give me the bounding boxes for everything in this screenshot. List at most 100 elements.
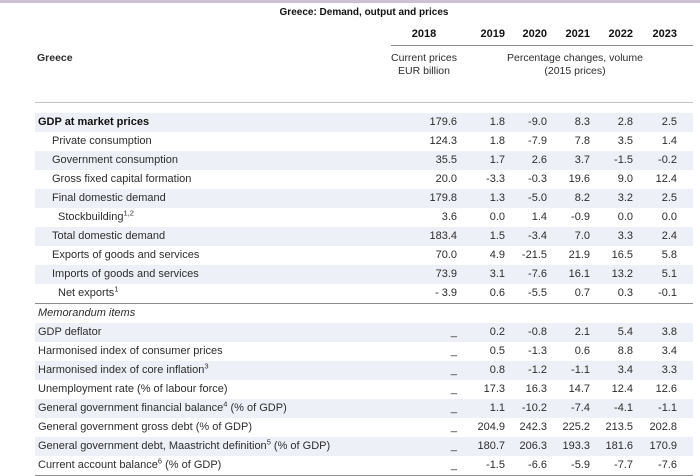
cell-value [633,302,677,323]
cell-value: 183.4 [391,226,457,246]
cell-value: 73.9 [391,264,457,284]
cell-value: 20.0 [435,173,457,185]
cell-value: 2.4 [633,226,677,246]
current-prices-unit-header: Current prices EUR billion [391,45,457,103]
cell-value: 0.3 [617,287,633,299]
row-label: Stockbuilding1,2 [58,208,134,223]
year-header-2023: 2023 [633,18,677,46]
table-row: GDP at market prices 179.6 1.8 -9.0 8.3 2.8 2.… [35,112,693,132]
row-pad [677,170,693,189]
cell-value: - 3.9 [434,287,457,299]
cell-value: _ [391,436,457,456]
cell-value: 3.1 [457,264,505,284]
year-header-pad [677,18,693,46]
cell-value: 3.2 [590,188,633,208]
unit-line-1: Current prices [391,52,457,64]
footnote-marker: 1,2 [123,208,134,218]
row-label: General government financial balance4 (%… [35,398,391,418]
cell-value: 204.9 [477,421,505,433]
row-label: Final domestic demand [35,188,391,208]
cell-value: 0.5 [489,345,505,357]
cell-value: 0.0 [489,211,505,223]
year-header-2019: 2019 [457,18,505,46]
table-row: Current account balance6 (% of GDP) _ -1.5… [35,455,693,476]
cell-value: 1.1 [457,398,505,418]
row-label: Total domestic demand [35,226,391,246]
cell-value: -0.8 [505,322,547,342]
cell-value: 1.5 [457,226,505,246]
cell-value: -7.7 [590,455,633,476]
table-row: Gross fixed capital formation 20.0 -3.3 -0.… [35,170,693,189]
footnote-marker: 5 [266,437,271,447]
cell-value: 14.7 [568,383,590,395]
cell-value: 7.8 [574,135,590,147]
cell-value: _ [391,360,457,380]
cell-value: 12.4 [611,383,633,395]
cell-value: 70.0 [435,249,457,261]
cell-value: 5.8 [661,249,677,261]
cell-value: -7.6 [505,264,547,284]
cell-value: 206.3 [505,436,547,456]
cell-value: 3.5 [617,135,633,147]
cell-value: -3.3 [486,173,505,185]
table-row: Harmonised index of consumer prices _ 0.5 -… [35,342,693,361]
cell-value: 9.0 [617,173,633,185]
row-label: Net exports1 [58,284,119,299]
cell-value: -1.3 [528,345,547,357]
year-header-row: 2018 2019 2020 2021 2022 2023 [35,18,693,46]
row-pad [677,264,693,284]
cell-value [590,302,633,323]
row-label: Private consumption [52,135,152,147]
cell-value: 193.3 [547,436,590,456]
cell-value: -0.9 [571,211,590,223]
cell-value: 8.8 [617,345,633,357]
table-row: Government consumption 35.5 1.7 2.6 3.7 -1.5-… [35,150,693,170]
row-pad [677,360,693,380]
cell-value: 0.6 [489,287,505,299]
row-label: Harmonised index of consumer prices [38,345,223,357]
cell-value: 7.0 [547,226,590,246]
table-row: Unemployment rate (% of labour force) _ 17… [35,380,693,399]
percentage-changes-unit-header: Percentage changes, volume (2015 prices) [457,45,693,103]
cell-value: 1.4 [531,211,547,223]
cell-value: 2.5 [633,112,677,132]
cell-value: 2.8 [590,112,633,132]
cell-value: 5.1 [633,264,677,284]
table-title: Greece: Demand, output and prices [279,7,449,18]
cell-value: 1.8 [457,112,505,132]
cell-value: 0.8 [457,360,505,380]
row-label: Imports of goods and services [35,264,391,284]
table-row: General government debt, Maastricht defi… [35,436,693,456]
cell-value: -0.1 [658,287,677,299]
row-label: Unemployment rate (% of labour force) [38,383,228,395]
cell-value: 21.9 [568,249,590,261]
row-pad [677,342,693,361]
cell-value: -7.4 [547,398,590,418]
cell-value: -4.1 [590,398,633,418]
cell-value [505,302,547,323]
row-pad [677,398,693,418]
cell-value [547,302,590,323]
cell-value: 179.8 [391,188,457,208]
cell-value: _ [391,455,457,476]
table-row: GDP deflator _ 0.2 -0.8 2.1 5.4 3.8 [35,322,693,342]
row-label: Memorandum items [35,302,391,323]
table-row: General government financial balance4 (%… [35,398,693,418]
row-label: General government debt, Maastricht defi… [35,436,391,456]
table-row: Imports of goods and services 73.9 3.1 -7.6… [35,264,693,284]
cell-value: 0.2 [457,322,505,342]
row-label: GDP at market prices [35,112,391,132]
header-spacer-row [35,102,693,113]
row-pad [677,112,693,132]
cell-value: 3.3 [590,226,633,246]
cell-value: 2.5 [633,188,677,208]
table-row: Private consumption 124.3 1.8 -7.9 7.8 3.5 1.4 [35,132,693,151]
row-label: Government consumption [35,150,391,170]
cell-value: 35.5 [391,150,457,170]
cell-value: 2.6 [505,150,547,170]
cell-value: 12.6 [655,383,677,395]
unit-line-2: EUR billion [398,65,450,77]
cell-value: -7.9 [528,135,547,147]
cell-value: -7.6 [633,455,677,476]
cell-value: -21.5 [521,249,547,261]
